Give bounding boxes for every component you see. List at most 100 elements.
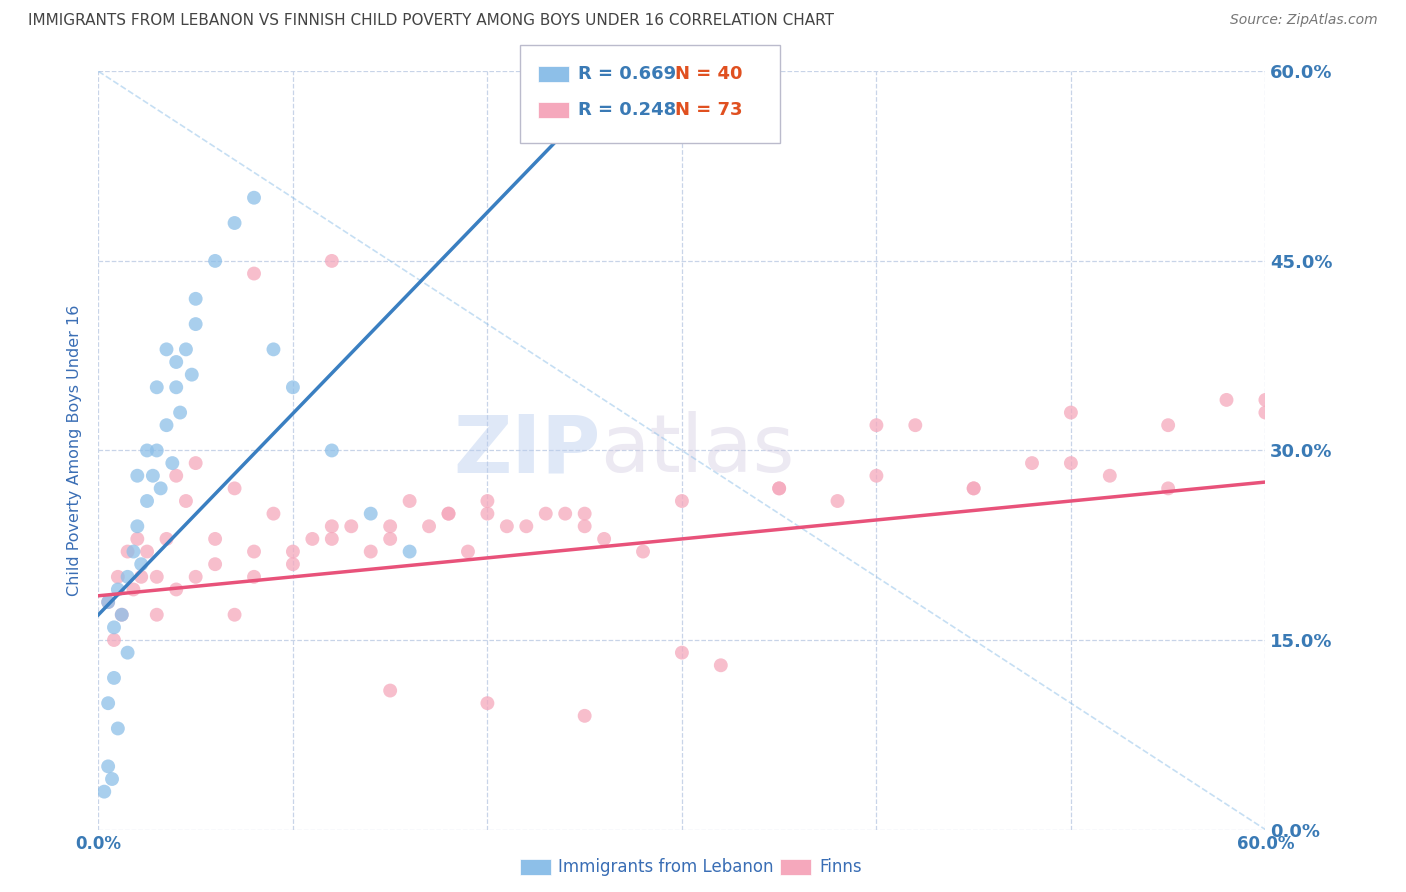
Point (155, 418, 177, 433)
Point (574, 507, 596, 521)
Point (281, 380, 304, 394)
Point (1060, 456, 1083, 470)
Point (155, 343, 177, 357)
Point (437, 507, 460, 521)
Point (1098, 468, 1121, 483)
Point (97, 696, 120, 710)
Point (515, 519, 537, 533)
Point (574, 708, 596, 723)
Point (360, 507, 382, 521)
Text: N = 73: N = 73 (675, 101, 742, 119)
Point (243, 191, 266, 205)
Point (477, 507, 499, 521)
Point (262, 507, 284, 521)
Point (149, 482, 172, 496)
Point (146, 380, 169, 394)
Point (107, 722, 129, 736)
Point (301, 532, 323, 546)
Point (1157, 482, 1180, 496)
Point (457, 544, 479, 558)
Point (224, 216, 246, 230)
Point (146, 607, 169, 622)
Point (103, 633, 125, 648)
Point (127, 468, 149, 483)
Point (129, 557, 152, 572)
Point (1157, 418, 1180, 433)
Point (962, 482, 984, 496)
Point (117, 570, 139, 584)
Point (165, 468, 187, 483)
Point (1021, 456, 1043, 470)
Text: Immigrants from Lebanon: Immigrants from Lebanon (558, 858, 773, 876)
Point (165, 355, 187, 369)
Point (380, 519, 402, 533)
Point (224, 482, 246, 496)
Point (321, 253, 343, 268)
Point (101, 772, 124, 786)
Point (671, 646, 693, 660)
Point (281, 557, 304, 572)
Point (136, 443, 159, 458)
Text: ZIP: ZIP (453, 411, 600, 490)
Point (593, 532, 616, 546)
Point (321, 519, 343, 533)
Point (262, 343, 284, 357)
Point (103, 671, 125, 685)
Point (122, 544, 145, 558)
Point (180, 368, 202, 382)
Text: N = 40: N = 40 (675, 65, 742, 83)
Point (768, 482, 790, 496)
Text: R = 0.669: R = 0.669 (578, 65, 676, 83)
Point (321, 443, 343, 458)
Point (1215, 392, 1237, 407)
Point (380, 683, 402, 698)
Point (437, 507, 460, 521)
Point (962, 482, 984, 496)
Point (321, 532, 343, 546)
Point (117, 544, 139, 558)
Point (142, 468, 165, 483)
Point (111, 607, 134, 622)
Point (136, 494, 159, 508)
Point (204, 532, 226, 546)
Point (243, 544, 266, 558)
Point (127, 532, 149, 546)
Point (103, 620, 125, 634)
Point (146, 570, 169, 584)
Point (107, 570, 129, 584)
Point (169, 405, 191, 420)
Point (97, 595, 120, 609)
Point (574, 519, 596, 533)
Point (155, 532, 177, 546)
Point (398, 544, 420, 558)
Point (97, 595, 120, 609)
Point (865, 418, 887, 433)
Point (1254, 392, 1277, 407)
Point (162, 456, 184, 470)
Point (360, 544, 382, 558)
Point (281, 544, 304, 558)
Point (184, 317, 207, 331)
Point (243, 267, 266, 281)
Text: IMMIGRANTS FROM LEBANON VS FINNISH CHILD POVERTY AMONG BOYS UNDER 16 CORRELATION: IMMIGRANTS FROM LEBANON VS FINNISH CHILD… (28, 13, 834, 29)
Point (710, 658, 733, 673)
Text: atlas: atlas (600, 411, 794, 490)
Y-axis label: Child Poverty Among Boys Under 16: Child Poverty Among Boys Under 16 (66, 305, 82, 596)
Point (477, 696, 499, 710)
Point (1060, 405, 1083, 420)
Point (127, 519, 149, 533)
Point (174, 494, 197, 508)
Point (107, 582, 129, 597)
Point (768, 482, 790, 496)
Point (204, 557, 226, 572)
Point (398, 494, 420, 508)
Point (496, 519, 519, 533)
Text: R = 0.248: R = 0.248 (578, 101, 676, 119)
Point (380, 532, 402, 546)
Point (224, 607, 246, 622)
Point (418, 519, 440, 533)
Point (165, 582, 187, 597)
Point (97, 759, 120, 773)
Point (117, 646, 139, 660)
Text: Source: ZipAtlas.com: Source: ZipAtlas.com (1230, 13, 1378, 28)
